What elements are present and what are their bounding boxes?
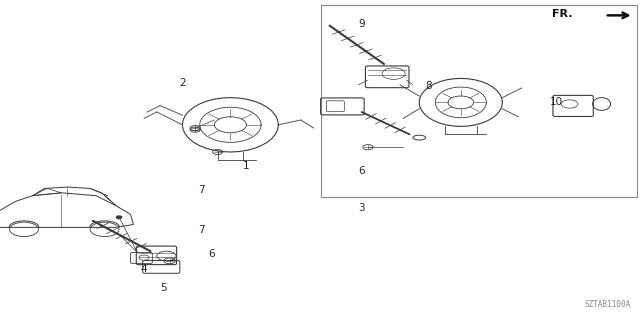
Text: 6: 6 [208,249,214,260]
Text: FR.: FR. [552,9,573,20]
Circle shape [116,216,122,219]
Bar [321,5,637,197]
Text: 7: 7 [198,225,205,236]
Text: 4: 4 [141,264,147,274]
Text: 1: 1 [243,161,250,172]
Text: 9: 9 [358,19,365,29]
Text: 6: 6 [358,166,365,176]
Text: 8: 8 [426,81,432,92]
Text: 5: 5 [160,283,166,293]
Text: 10: 10 [550,97,563,108]
Text: 2: 2 [179,78,186,88]
Text: 3: 3 [358,203,365,213]
Text: SZTAB1100A: SZTAB1100A [584,300,630,309]
Text: 7: 7 [198,185,205,196]
